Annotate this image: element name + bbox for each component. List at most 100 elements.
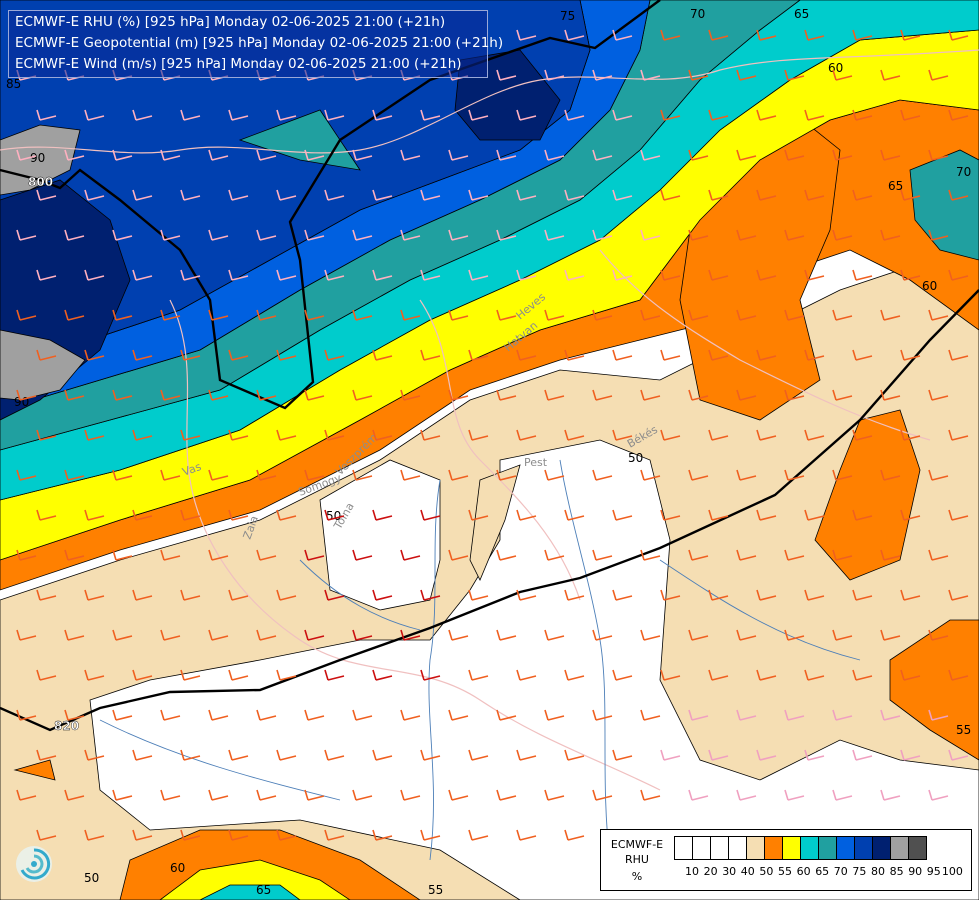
wind-barb [852, 109, 873, 121]
wind-barb [496, 229, 517, 241]
wind-barb [36, 669, 57, 681]
wind-barb [736, 389, 757, 401]
wind-barb [592, 69, 613, 81]
place-label: Vas [181, 460, 204, 479]
wind-barb [84, 429, 105, 441]
wind-barb [928, 69, 949, 81]
rhu-label: 85 [6, 77, 21, 91]
wind-barb [16, 469, 37, 481]
wind-barb [900, 509, 921, 521]
wind-barb [276, 829, 297, 841]
wind-barb [400, 149, 421, 161]
wind-barb [16, 229, 37, 241]
legend-tick: 65 [815, 865, 830, 878]
wind-barb [708, 429, 729, 441]
wind-barb [516, 589, 537, 601]
wind-barb [948, 429, 969, 441]
wind-barb [372, 109, 393, 121]
wind-barb [352, 389, 373, 401]
wind-barb [276, 269, 297, 281]
wind-barb [660, 509, 681, 521]
wind-barb [784, 629, 805, 641]
wind-barb [784, 69, 805, 81]
wind-barb [516, 349, 537, 361]
wind-barb [112, 709, 133, 721]
legend-swatch [854, 836, 873, 860]
wind-barb [256, 149, 277, 161]
wind-barb [112, 549, 133, 561]
wind-barb [804, 29, 825, 41]
wind-barb [708, 669, 729, 681]
rhu-island-teal-e [909, 149, 979, 261]
wind-barb [592, 629, 613, 641]
wind-barb [832, 309, 853, 321]
wind-barb [784, 389, 805, 401]
wind-barb [132, 669, 153, 681]
wind-barb [852, 749, 873, 761]
wind-barb [612, 349, 633, 361]
wind-barb [756, 109, 777, 121]
wind-barb [64, 309, 85, 321]
wind-barb [64, 229, 85, 241]
wind-barb [832, 469, 853, 481]
wind-barb [544, 229, 565, 241]
wind-barb [544, 69, 565, 81]
wind-barb [180, 749, 201, 761]
wind-barb [900, 269, 921, 281]
wind-barb [276, 349, 297, 361]
wind-barb [36, 749, 57, 761]
wind-barb [304, 709, 325, 721]
wind-barb [420, 669, 441, 681]
wind-barb [496, 149, 517, 161]
wind-barb [16, 389, 37, 401]
wind-barb [496, 69, 517, 81]
wind-barb [324, 669, 345, 681]
wind-barb [84, 269, 105, 281]
wind-barb [304, 389, 325, 401]
wind-barb [352, 149, 373, 161]
wind-barb [928, 229, 949, 241]
wind-barb [784, 709, 805, 721]
wind-barb [660, 669, 681, 681]
wind-barb [708, 749, 729, 761]
wind-barb [544, 149, 565, 161]
legend-swatch [836, 836, 855, 860]
wind-barb [160, 629, 181, 641]
wind-barb [228, 509, 249, 521]
rhu-label: 60 [170, 861, 185, 875]
wind-barb [324, 109, 345, 121]
legend-swatch [890, 836, 909, 860]
wind-barb [756, 269, 777, 281]
wind-barb [448, 709, 469, 721]
wind-barb [400, 309, 421, 321]
wind-barb [948, 189, 969, 201]
wind-barb [592, 309, 613, 321]
wind-barb [160, 469, 181, 481]
wind-barb [852, 589, 873, 601]
rivers [99, 459, 861, 861]
wind-barb [208, 229, 229, 241]
place-label: Pest [524, 456, 548, 469]
rhu-label: 60 [828, 61, 843, 75]
wind-barb [352, 629, 373, 641]
wind-barb [448, 149, 469, 161]
wind-barb [688, 69, 709, 81]
wind-barb [160, 389, 181, 401]
wind-barb [852, 269, 873, 281]
wind-barb [276, 589, 297, 601]
rhu-label: 50 [628, 451, 643, 465]
legend-variable: RHU [625, 853, 649, 866]
rhu-band-bottom-yellow [159, 859, 351, 900]
wind-barb [16, 789, 37, 801]
wind-barb [880, 69, 901, 81]
wind-barb [804, 589, 825, 601]
wind-barb [564, 749, 585, 761]
rhu-island-orange-e [814, 409, 921, 581]
wind-barb [564, 669, 585, 681]
geopotential-contour-820 [0, 289, 979, 732]
wind-barb [256, 309, 277, 321]
wind-barb [84, 669, 105, 681]
wind-barb [516, 269, 537, 281]
wind-barb [132, 749, 153, 761]
wind-barb [180, 589, 201, 601]
